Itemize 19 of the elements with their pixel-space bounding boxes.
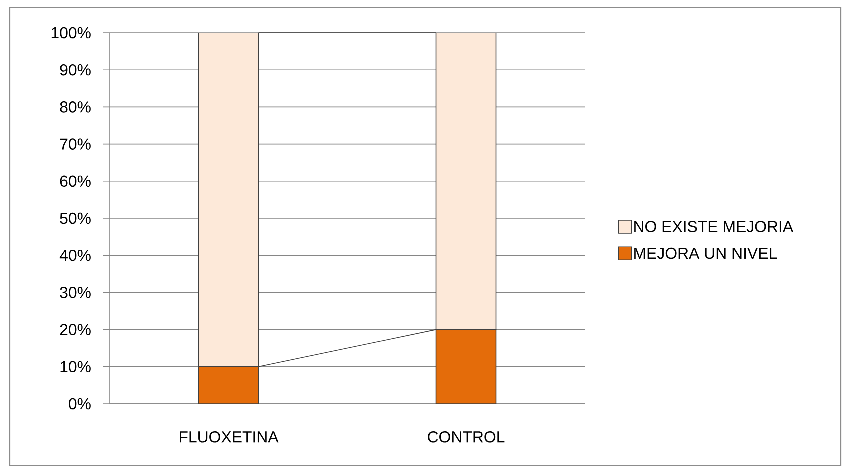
- x-tick-label: FLUOXETINA: [180, 432, 279, 443]
- bar: [436, 32, 497, 330]
- y-tick-label: 30%: [60, 287, 91, 298]
- bar: [436, 329, 497, 404]
- y-tick-label: 40%: [60, 250, 91, 262]
- x-tick-label: CONTROL: [428, 432, 505, 443]
- y-tick-label: 80%: [60, 102, 91, 113]
- legend-label: NO EXISTE MEJORIA: [634, 221, 794, 232]
- y-tick-label: 20%: [60, 324, 91, 336]
- legend-label: MEJORA UN NIVEL: [634, 248, 778, 260]
- y-tick-label: 0%: [69, 398, 91, 410]
- y-tick-label: 50%: [60, 212, 91, 224]
- y-tick-label: 70%: [60, 138, 91, 150]
- y-tick-label: 90%: [60, 64, 91, 76]
- y-tick-label: 60%: [60, 176, 91, 188]
- y-tick-label: 100%: [52, 27, 91, 39]
- bar: [198, 366, 260, 404]
- y-tick-label: 10%: [60, 361, 91, 373]
- bar: [198, 32, 260, 368]
